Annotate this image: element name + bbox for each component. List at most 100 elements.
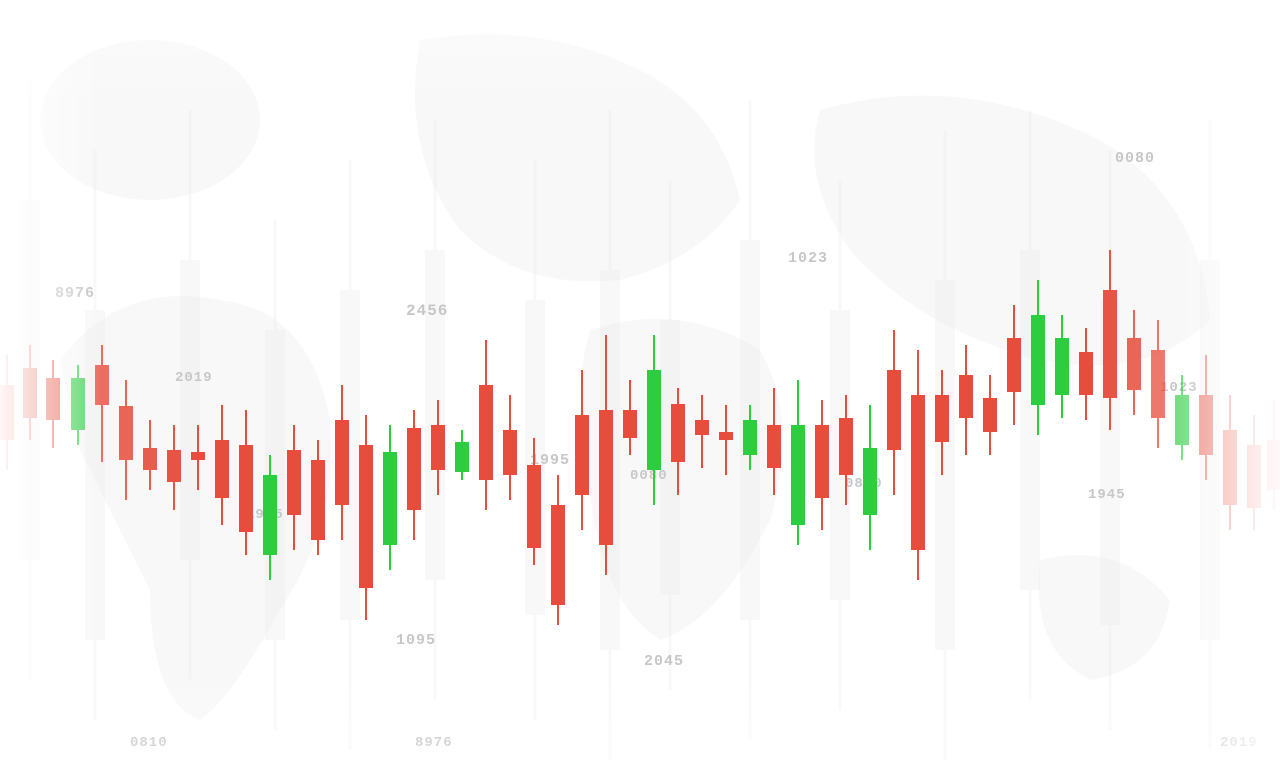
candle-body <box>1055 338 1069 395</box>
candle-body <box>1247 445 1261 508</box>
candle-down <box>911 0 925 779</box>
candle-down <box>527 0 541 779</box>
candle-down <box>983 0 997 779</box>
candle-wick <box>725 405 727 475</box>
candle-down <box>1127 0 1141 779</box>
candle-body <box>1267 440 1280 490</box>
candle-body <box>359 445 373 588</box>
candle-down <box>1151 0 1165 779</box>
candle-down <box>623 0 637 779</box>
candle-body <box>575 415 589 495</box>
candle-down <box>671 0 685 779</box>
candle-body <box>599 410 613 545</box>
candle-up <box>455 0 469 779</box>
candle-up <box>383 0 397 779</box>
candle-body <box>311 460 325 540</box>
candle-body <box>287 450 301 515</box>
candle-down <box>959 0 973 779</box>
candle-body <box>407 428 421 510</box>
candle-body <box>935 395 949 442</box>
candlestick-chart <box>0 0 1280 779</box>
candle-body <box>1031 315 1045 405</box>
candle-down <box>1103 0 1117 779</box>
candle-down <box>23 0 37 779</box>
candle-body <box>23 368 37 418</box>
candle-down <box>1223 0 1237 779</box>
candle-up <box>791 0 805 779</box>
candle-body <box>959 375 973 418</box>
candle-down <box>215 0 229 779</box>
candle-body <box>479 385 493 480</box>
candle-body <box>1223 430 1237 505</box>
candle-up <box>863 0 877 779</box>
candle-down <box>359 0 373 779</box>
candle-down <box>143 0 157 779</box>
candle-down <box>551 0 565 779</box>
candle-body <box>623 410 637 438</box>
candle-up <box>647 0 661 779</box>
candle-body <box>791 425 805 525</box>
candle-up <box>263 0 277 779</box>
candle-body <box>431 425 445 470</box>
candle-body <box>503 430 517 475</box>
candle-body <box>695 420 709 435</box>
candle-down <box>767 0 781 779</box>
candle-body <box>335 420 349 505</box>
candle-down <box>1247 0 1261 779</box>
candle-body <box>887 370 901 450</box>
candle-down <box>0 0 14 779</box>
candle-body <box>95 365 109 405</box>
candle-body <box>863 448 877 515</box>
candle-body <box>455 442 469 472</box>
candle-body <box>0 385 14 440</box>
candle-body <box>671 404 685 462</box>
candle-down <box>119 0 133 779</box>
candle-body <box>1079 352 1093 395</box>
candle-body <box>647 370 661 470</box>
candle-down <box>431 0 445 779</box>
candle-down <box>503 0 517 779</box>
candle-down <box>599 0 613 779</box>
candle-body <box>1127 338 1141 390</box>
candle-down <box>407 0 421 779</box>
candle-up <box>1031 0 1045 779</box>
candle-body <box>143 448 157 470</box>
candle-down <box>815 0 829 779</box>
candle-up <box>1175 0 1189 779</box>
candle-down <box>167 0 181 779</box>
candle-down <box>311 0 325 779</box>
candle-down <box>719 0 733 779</box>
candle-down <box>191 0 205 779</box>
candle-body <box>191 452 205 460</box>
candle-body <box>215 440 229 498</box>
candle-down <box>239 0 253 779</box>
candle-body <box>983 398 997 432</box>
candle-body <box>1175 395 1189 445</box>
candle-down <box>575 0 589 779</box>
candle-down <box>839 0 853 779</box>
candle-down <box>935 0 949 779</box>
candle-body <box>71 378 85 430</box>
candle-down <box>887 0 901 779</box>
candle-down <box>95 0 109 779</box>
candle-body <box>239 445 253 532</box>
candle-body <box>719 432 733 440</box>
candle-body <box>263 475 277 555</box>
candle-body <box>1007 338 1021 392</box>
candle-down <box>1079 0 1093 779</box>
candle-body <box>1199 395 1213 455</box>
candle-body <box>815 425 829 498</box>
candle-body <box>839 418 853 475</box>
candle-body <box>119 406 133 460</box>
candle-body <box>383 452 397 545</box>
candle-body <box>46 378 60 420</box>
candle-up <box>1055 0 1069 779</box>
candle-down <box>287 0 301 779</box>
candle-body <box>911 395 925 550</box>
candle-down <box>1199 0 1213 779</box>
candle-down <box>1007 0 1021 779</box>
candle-up <box>71 0 85 779</box>
candle-body <box>1103 290 1117 398</box>
candle-down <box>46 0 60 779</box>
candle-down <box>1267 0 1280 779</box>
